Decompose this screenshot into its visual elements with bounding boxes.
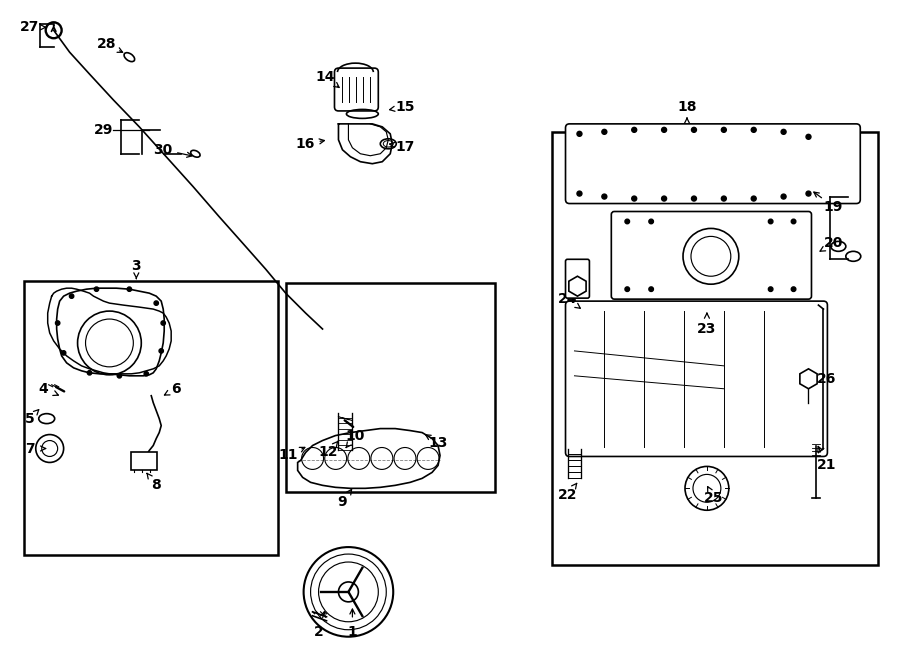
- Circle shape: [61, 351, 66, 355]
- Circle shape: [662, 196, 667, 201]
- Circle shape: [781, 194, 786, 199]
- Circle shape: [791, 219, 796, 224]
- Text: 2: 2: [314, 625, 323, 639]
- Text: 21: 21: [816, 459, 836, 473]
- Circle shape: [752, 128, 756, 132]
- Circle shape: [154, 301, 158, 305]
- Text: 20: 20: [824, 237, 843, 251]
- Circle shape: [602, 130, 607, 134]
- Text: 19: 19: [824, 200, 843, 214]
- Bar: [131, 453, 158, 471]
- Circle shape: [56, 321, 59, 325]
- Text: 24: 24: [558, 292, 577, 306]
- FancyBboxPatch shape: [565, 301, 827, 457]
- Text: 5: 5: [25, 412, 34, 426]
- Text: 8: 8: [151, 479, 161, 492]
- Text: 17: 17: [395, 139, 415, 154]
- Circle shape: [159, 349, 164, 353]
- Circle shape: [806, 191, 811, 196]
- Text: 22: 22: [558, 488, 577, 502]
- Circle shape: [722, 196, 726, 201]
- Bar: [285, 283, 495, 492]
- FancyBboxPatch shape: [565, 259, 590, 298]
- Circle shape: [577, 132, 582, 136]
- Circle shape: [577, 191, 582, 196]
- Circle shape: [632, 196, 636, 201]
- Circle shape: [691, 196, 697, 201]
- Text: 1: 1: [347, 625, 357, 639]
- Text: 25: 25: [704, 491, 724, 505]
- FancyBboxPatch shape: [565, 124, 860, 204]
- Text: 11: 11: [279, 448, 299, 463]
- Circle shape: [769, 219, 773, 224]
- Circle shape: [722, 128, 726, 132]
- FancyBboxPatch shape: [335, 68, 378, 111]
- Text: 12: 12: [319, 446, 338, 459]
- Text: 18: 18: [677, 100, 697, 114]
- Text: 6: 6: [171, 382, 181, 396]
- Circle shape: [161, 321, 166, 325]
- Bar: [552, 132, 878, 565]
- Bar: [23, 281, 278, 555]
- Circle shape: [127, 287, 131, 292]
- Text: 4: 4: [39, 382, 49, 396]
- Circle shape: [625, 287, 629, 292]
- Circle shape: [144, 371, 148, 376]
- Text: 3: 3: [131, 259, 141, 273]
- Circle shape: [87, 371, 92, 375]
- Text: 13: 13: [428, 436, 447, 449]
- Circle shape: [117, 373, 122, 378]
- Text: 26: 26: [816, 371, 836, 386]
- Text: 30: 30: [154, 143, 173, 157]
- Text: 28: 28: [96, 37, 116, 51]
- Text: 16: 16: [296, 137, 315, 151]
- Text: 7: 7: [25, 442, 34, 455]
- Circle shape: [69, 294, 74, 298]
- Circle shape: [649, 219, 653, 224]
- Text: 29: 29: [94, 123, 113, 137]
- Circle shape: [662, 128, 667, 132]
- Text: 9: 9: [338, 495, 347, 509]
- Text: 14: 14: [316, 70, 336, 84]
- Circle shape: [806, 134, 811, 139]
- Circle shape: [602, 194, 607, 199]
- Circle shape: [625, 219, 629, 224]
- Circle shape: [632, 128, 636, 132]
- Circle shape: [649, 287, 653, 292]
- Text: 15: 15: [395, 100, 415, 114]
- Circle shape: [769, 287, 773, 292]
- Circle shape: [691, 128, 697, 132]
- Text: 23: 23: [698, 322, 716, 336]
- Circle shape: [94, 287, 99, 292]
- Circle shape: [752, 196, 756, 201]
- Text: 10: 10: [346, 428, 365, 443]
- Circle shape: [791, 287, 796, 292]
- Text: 27: 27: [20, 20, 40, 34]
- FancyBboxPatch shape: [611, 212, 812, 299]
- Circle shape: [781, 130, 786, 134]
